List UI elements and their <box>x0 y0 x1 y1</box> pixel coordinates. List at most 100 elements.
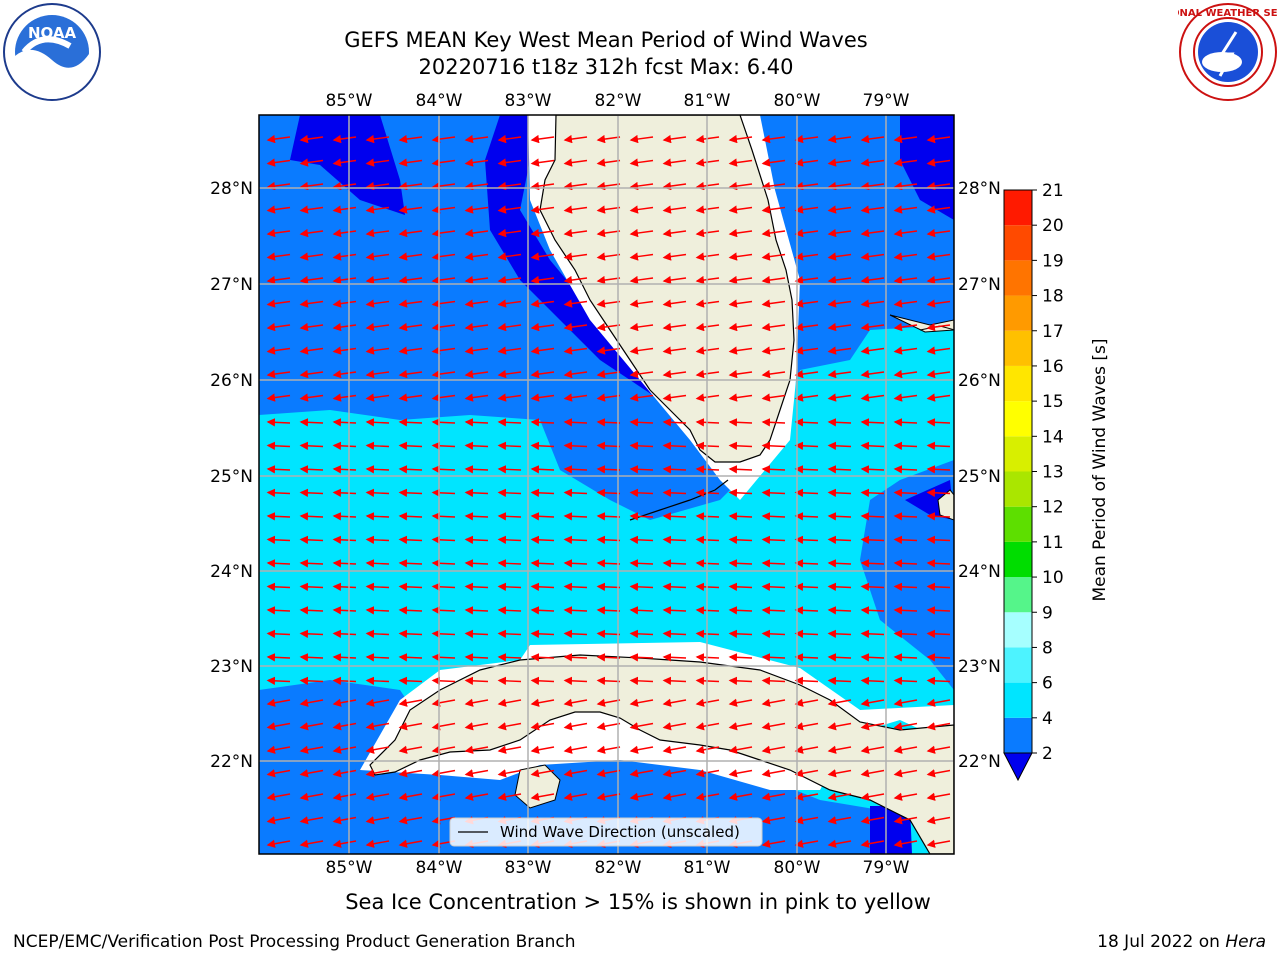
wave-direction-arrow <box>563 228 588 238</box>
wave-direction-arrow <box>893 275 918 285</box>
wave-direction-arrow <box>860 512 885 521</box>
wave-direction-arrow <box>464 629 489 639</box>
wave-direction-arrow <box>860 205 885 214</box>
wave-direction-arrow <box>398 322 423 332</box>
wave-direction-arrow <box>860 441 885 451</box>
wave-direction-arrow <box>266 275 291 285</box>
wave-direction-arrow <box>860 816 885 825</box>
wave-direction-arrow <box>299 205 324 214</box>
wave-direction-arrow <box>299 769 324 778</box>
wave-direction-arrow <box>332 653 357 662</box>
lon-label-bottom: 81°W <box>684 858 731 878</box>
wave-direction-arrow <box>563 252 588 261</box>
wave-direction-arrow <box>860 252 885 261</box>
wave-direction-arrow <box>596 535 621 545</box>
lat-label-right: 23°N <box>958 657 1001 677</box>
colorbar-tick-label: 9 <box>1042 603 1053 623</box>
wave-direction-arrow <box>728 228 753 238</box>
wave-direction-arrow <box>464 792 489 801</box>
wave-direction-arrow <box>629 676 654 686</box>
wave-direction-arrow <box>629 722 654 731</box>
lon-label-bottom: 84°W <box>416 858 463 878</box>
wave-direction-arrow <box>827 512 852 521</box>
wave-direction-arrow <box>695 205 720 214</box>
wave-direction-arrow <box>926 745 951 754</box>
wave-direction-arrow <box>695 535 720 545</box>
colorbar-tick-label: 11 <box>1042 533 1064 553</box>
caption: Sea Ice Concentration > 15% is shown in … <box>345 890 931 914</box>
wave-direction-arrow <box>332 488 357 498</box>
wave-direction-arrow <box>530 441 555 451</box>
wave-direction-arrow <box>695 441 720 451</box>
wave-direction-arrow <box>497 606 522 615</box>
wave-direction-arrow <box>431 653 456 662</box>
wave-direction-arrow <box>695 745 720 754</box>
wave-direction-arrow <box>695 322 720 332</box>
wave-direction-arrow <box>926 441 951 451</box>
wave-direction-arrow <box>431 228 456 238</box>
wave-direction-arrow <box>728 512 753 521</box>
wave-direction-arrow <box>398 369 423 379</box>
wave-direction-arrow <box>497 252 522 261</box>
wave-direction-arrow <box>596 512 621 521</box>
wave-direction-arrow <box>761 512 786 521</box>
wave-direction-arrow <box>563 275 588 285</box>
lat-label-left: 27°N <box>210 275 253 295</box>
wave-direction-arrow <box>299 393 324 402</box>
noaa-logo-icon: NOAA <box>3 3 101 101</box>
wave-direction-arrow <box>662 299 687 308</box>
wave-direction-arrow <box>761 745 786 754</box>
wave-direction-arrow <box>563 299 588 308</box>
wave-direction-arrow <box>332 275 357 285</box>
wave-direction-arrow <box>827 346 852 355</box>
wave-direction-arrow <box>299 606 324 615</box>
wave-direction-arrow <box>662 722 687 731</box>
wave-direction-arrow <box>728 535 753 545</box>
wave-direction-arrow <box>596 606 621 615</box>
wave-direction-arrow <box>761 816 786 825</box>
wave-direction-arrow <box>794 228 819 238</box>
wave-direction-arrow <box>827 465 852 474</box>
wave-direction-arrow <box>629 393 654 402</box>
wave-direction-arrow <box>563 322 588 332</box>
wave-direction-arrow <box>332 465 357 474</box>
wave-direction-arrow <box>332 698 357 707</box>
wave-direction-arrow <box>596 228 621 238</box>
wave-direction-arrow <box>695 582 720 592</box>
wave-direction-arrow <box>728 252 753 261</box>
wave-direction-arrow <box>893 418 918 427</box>
wave-direction-arrow <box>794 745 819 754</box>
wave-direction-arrow <box>893 158 918 167</box>
wave-direction-arrow <box>926 346 951 355</box>
wave-direction-arrow <box>926 322 951 332</box>
wave-direction-arrow <box>563 606 588 615</box>
wave-direction-arrow <box>530 535 555 545</box>
wave-direction-arrow <box>365 676 390 686</box>
wave-direction-arrow <box>299 582 324 592</box>
wave-direction-arrow <box>827 839 852 848</box>
wave-direction-arrow <box>662 275 687 285</box>
wave-direction-arrow <box>563 134 588 144</box>
wave-direction-arrow <box>728 629 753 639</box>
wave-direction-arrow <box>728 653 753 662</box>
wave-direction-arrow <box>365 745 390 754</box>
wave-direction-arrow <box>794 606 819 615</box>
wave-direction-arrow <box>332 346 357 355</box>
wave-direction-arrow <box>728 134 753 144</box>
wave-direction-arrow <box>662 629 687 639</box>
wave-direction-arrow <box>299 228 324 238</box>
wave-direction-arrow <box>266 465 291 474</box>
wave-direction-arrow <box>794 393 819 402</box>
colorbar-under-triangle <box>1003 752 1033 782</box>
colorbar-segment <box>1004 260 1032 296</box>
wave-direction-arrow <box>563 629 588 639</box>
wave-direction-arrow <box>893 441 918 451</box>
wave-direction-arrow <box>266 535 291 545</box>
wave-direction-arrow <box>563 418 588 427</box>
wave-direction-arrow <box>860 745 885 754</box>
wave-direction-arrow <box>332 769 357 778</box>
wave-direction-arrow <box>794 488 819 498</box>
wave-direction-arrow <box>827 134 852 144</box>
wave-direction-arrow <box>497 181 522 191</box>
